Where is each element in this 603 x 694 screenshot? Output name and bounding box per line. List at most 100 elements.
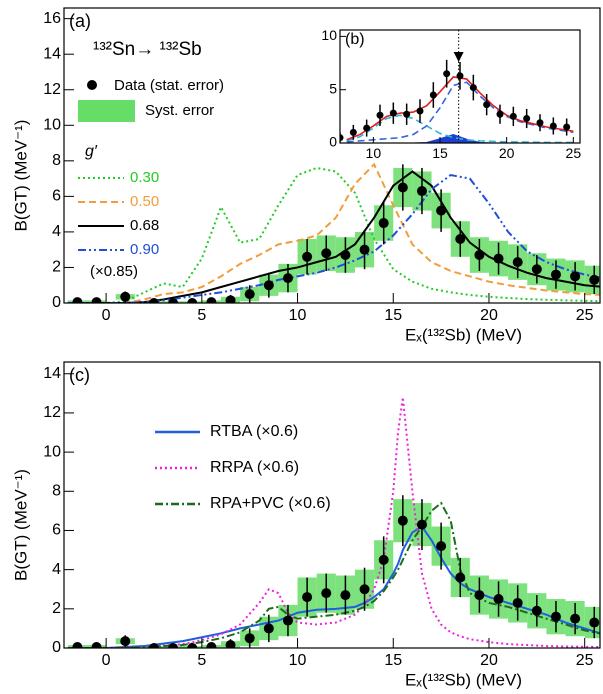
- data-point: [91, 297, 102, 303]
- data-point: [531, 605, 542, 616]
- data-point: [429, 91, 437, 99]
- panel: 0 5 10 15 20 25 0 2 4 6 8 10 12 14 (c) Eₓ(¹³²Sb) (MeV) B…: [11, 361, 601, 689]
- panel-label: (c): [69, 365, 90, 385]
- y-tick-label: 8: [52, 152, 61, 169]
- panel-label: (a): [69, 11, 91, 31]
- data-point: [72, 642, 83, 648]
- x-tick-label: 15: [384, 652, 402, 669]
- data-point: [148, 643, 159, 648]
- data-point: [436, 541, 447, 552]
- data-point: [456, 72, 464, 80]
- data-point: [416, 186, 427, 197]
- legend-title: g′: [85, 143, 98, 160]
- data-point: [187, 298, 198, 303]
- y-axis-title: B(GT) (MeV⁻¹): [11, 469, 30, 581]
- x-tick-label: 25: [576, 652, 594, 669]
- data-point: [302, 251, 313, 262]
- data-point: [359, 584, 370, 595]
- data-point: [378, 218, 389, 229]
- y-tick-label: 8: [52, 483, 61, 500]
- legend-label: 0.68: [130, 217, 159, 234]
- data-point: [282, 615, 293, 626]
- plot-clip: [67, 162, 600, 303]
- data-point: [349, 128, 357, 136]
- legend-label: 0.90: [130, 241, 159, 258]
- data-point: [550, 611, 561, 622]
- curve: [67, 501, 600, 648]
- y-tick-label: 4: [52, 561, 61, 578]
- x-tick-label: 0: [102, 307, 111, 324]
- data-point: [570, 271, 581, 282]
- data-point: [531, 264, 542, 275]
- data-point: [225, 640, 236, 648]
- data-point: [206, 642, 217, 648]
- data-point: [148, 298, 159, 303]
- data-point: [469, 84, 477, 92]
- frame: [339, 29, 581, 144]
- data-point: [483, 101, 491, 109]
- x-tick-label: 25: [566, 145, 582, 161]
- data-point: [376, 111, 384, 119]
- frame: [63, 7, 601, 304]
- y-tick-label: 0: [52, 639, 61, 656]
- data-point: [536, 119, 544, 127]
- y-tick-label: 2: [52, 259, 61, 276]
- y-tick-label: 5: [329, 80, 337, 96]
- x-tick-label: 25: [576, 307, 594, 324]
- x-tick-label: 10: [366, 145, 382, 161]
- data-point: [523, 114, 531, 122]
- data-point: [549, 122, 557, 130]
- data-point: [550, 269, 561, 280]
- data-point: [244, 289, 255, 300]
- y-axis-title: B(GT) (MeV⁻¹): [11, 120, 30, 232]
- x-tick-label: 5: [197, 307, 206, 324]
- data-point: [496, 110, 504, 118]
- data-point: [397, 182, 408, 193]
- y-tick-label: 14: [43, 45, 61, 62]
- x-axis-title: Eₓ(¹³²Sb) (MeV): [405, 325, 522, 344]
- data-point: [416, 519, 427, 530]
- data-point: [244, 633, 255, 644]
- data-point: [436, 205, 447, 216]
- legend-label: 0.30: [130, 169, 159, 186]
- y-tick-label: 14: [43, 365, 61, 382]
- data-point: [397, 515, 408, 526]
- y-tick-label: 2: [52, 600, 61, 617]
- data-point: [91, 642, 102, 648]
- legend-swatch: [78, 100, 135, 122]
- data-point: [187, 643, 198, 648]
- legend-label: RTBA (×0.6): [210, 423, 298, 440]
- data-point: [363, 124, 371, 132]
- x-tick-label: 20: [480, 652, 498, 669]
- data-point: [263, 280, 274, 291]
- data-point: [120, 291, 131, 302]
- y-tick-label: 16: [43, 10, 61, 27]
- y-tick-label: 10: [321, 27, 337, 43]
- x-axis-title: Eₓ(¹³²Sb) (MeV): [405, 670, 522, 689]
- data-point: [321, 248, 332, 259]
- data-point: [474, 250, 485, 261]
- x-tick-label: 15: [384, 307, 402, 324]
- y-tick-label: 0: [52, 294, 61, 311]
- data-point: [589, 274, 600, 285]
- data-point: [168, 643, 179, 648]
- data-point: [563, 123, 571, 131]
- legend-label: RPA+PVC (×0.6): [210, 495, 331, 512]
- legend-label: Data (stat. error): [114, 77, 224, 94]
- y-tick-label: 6: [52, 188, 61, 205]
- y-tick-label: 12: [43, 404, 61, 421]
- x-tick-label: 10: [289, 307, 307, 324]
- curve: [346, 114, 574, 143]
- data-point: [509, 112, 517, 120]
- data-point: [512, 597, 523, 608]
- panel-label: (b): [345, 31, 365, 48]
- plot-clip: [340, 59, 574, 143]
- data-point: [493, 594, 504, 605]
- y-tick-label: 10: [43, 117, 61, 134]
- frame: [63, 361, 601, 649]
- y-tick-label: 4: [52, 223, 61, 240]
- data-point: [263, 623, 274, 634]
- data-point: [340, 250, 351, 261]
- legend-label: RRPA (×0.6): [210, 459, 299, 476]
